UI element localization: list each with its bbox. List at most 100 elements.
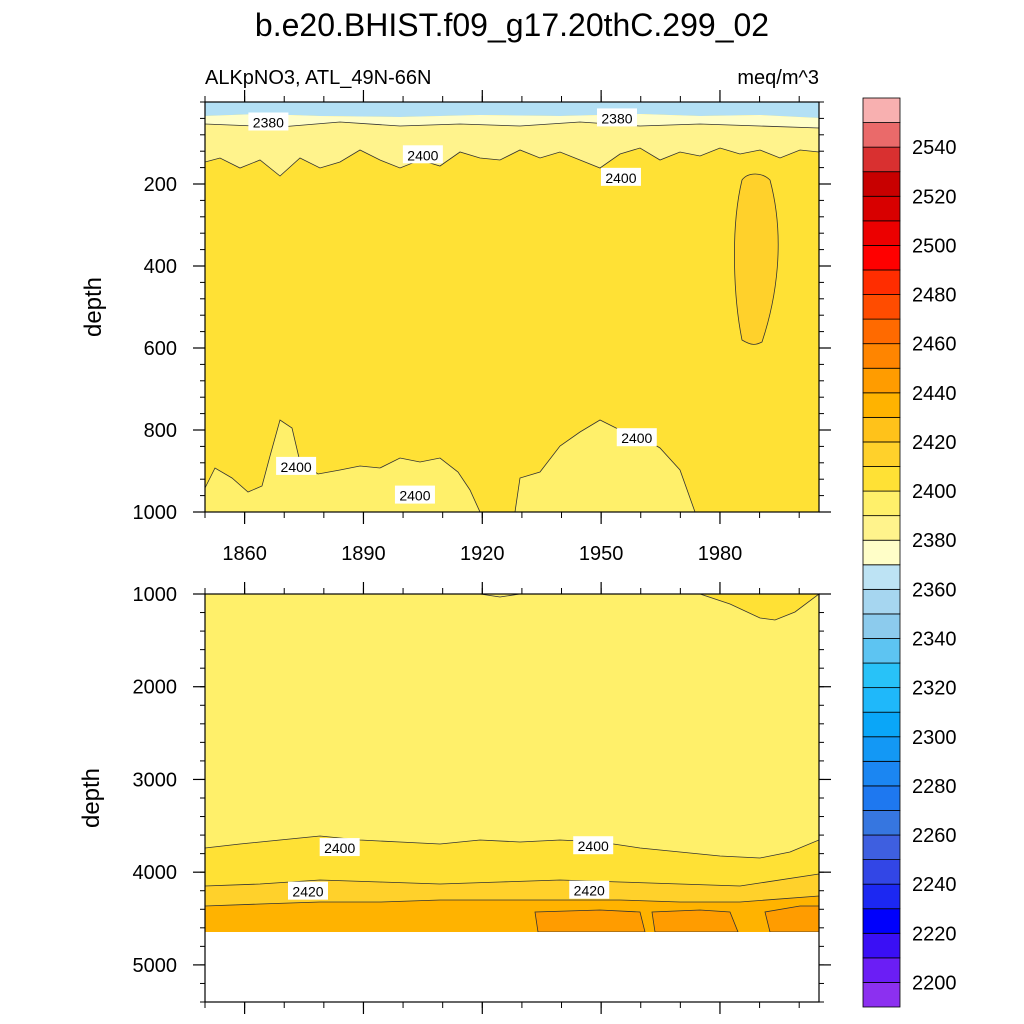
colorbar-tick-label: 2200 bbox=[912, 972, 957, 994]
colorbar-bin bbox=[862, 564, 901, 590]
colorbar-tick-label: 2280 bbox=[912, 776, 957, 798]
colorbar-bin bbox=[862, 343, 901, 369]
lower-patch-2430-b bbox=[651, 909, 739, 933]
upper-lens-2400 bbox=[734, 173, 779, 345]
upper-contour-label: 2400 bbox=[600, 167, 641, 186]
lower-y-tick-label: 1000 bbox=[133, 584, 178, 606]
colorbar-tick-label: 2480 bbox=[912, 285, 957, 307]
colorbar-bin bbox=[862, 883, 901, 910]
colorbar-bin bbox=[862, 97, 901, 123]
colorbar-bin bbox=[862, 122, 901, 148]
upper-contour-label-bg bbox=[248, 112, 289, 131]
colorbar-bin bbox=[862, 294, 901, 320]
figure-title: b.e20.BHIST.f09_g17.20thC.299_02 bbox=[255, 7, 769, 43]
colorbar-bin bbox=[862, 662, 901, 689]
upper-y-axis: 200 400 600 800 1000 bbox=[133, 101, 831, 524]
colorbar-bin bbox=[862, 982, 901, 1008]
upper-contour-label-bg bbox=[616, 428, 657, 447]
colorbar-bin bbox=[862, 146, 901, 173]
colorbar-tick-label: 2440 bbox=[912, 383, 957, 405]
upper-y-tick-label: 200 bbox=[144, 174, 177, 196]
colorbar-tick-label: 2220 bbox=[912, 923, 957, 945]
upper-y-tick-label: 400 bbox=[144, 256, 177, 278]
colorbar-bin bbox=[862, 588, 901, 615]
upper-contour-label-bg bbox=[402, 145, 443, 164]
colorbar-tick-label: 2240 bbox=[912, 874, 957, 896]
lower-y-axis: 1000 2000 3000 4000 5000 bbox=[133, 584, 831, 1003]
upper-y-tick-label: 1000 bbox=[133, 502, 178, 524]
upper-x-tick-label: 1980 bbox=[698, 543, 743, 565]
lower-contour-label-bg bbox=[287, 881, 328, 900]
colorbar-bin bbox=[862, 760, 901, 787]
upper-y-tick-label: 800 bbox=[144, 420, 177, 442]
upper-contour-2380-line bbox=[205, 121, 819, 129]
upper-contour-label-bg bbox=[394, 485, 435, 504]
upper-band-2380 bbox=[205, 122, 819, 176]
colorbar-bin bbox=[862, 392, 901, 418]
lower-fill bbox=[205, 594, 819, 1002]
upper-contour-label-bg bbox=[276, 456, 317, 475]
upper-panel: 200 400 600 800 1000 1860 1890 1920 1950 1980 de… bbox=[80, 90, 831, 565]
lower-contour-label-bg bbox=[319, 838, 360, 857]
colorbar-bin bbox=[862, 908, 901, 934]
lower-contour-label-text: 2400 bbox=[578, 838, 609, 854]
colorbar-bin bbox=[862, 932, 901, 959]
lower-y-tick-label: 5000 bbox=[133, 955, 178, 977]
upper-contour-label-bg bbox=[596, 108, 637, 127]
lower-y-tick-label: 2000 bbox=[133, 677, 178, 699]
colorbar-bin bbox=[862, 318, 901, 345]
upper-x-tick-label: 1950 bbox=[579, 543, 624, 565]
upper-x-tick-label: 1920 bbox=[460, 543, 505, 565]
colorbar-bin bbox=[862, 195, 901, 222]
units-label: meq/m^3 bbox=[737, 67, 819, 89]
colorbar-bin bbox=[862, 220, 901, 246]
colorbar-tick-label: 2420 bbox=[912, 432, 957, 454]
upper-contour-2400-line bbox=[205, 147, 819, 177]
colorbar-bin bbox=[862, 441, 901, 467]
colorbar-bin bbox=[862, 613, 901, 639]
colorbar-tick-label: 2500 bbox=[912, 235, 957, 257]
lower-contour-label-text: 2420 bbox=[292, 884, 323, 900]
colorbar-bin bbox=[862, 269, 901, 295]
upper-contour-label-text: 2400 bbox=[621, 430, 652, 446]
lower-contour-label: 2400 bbox=[573, 836, 614, 855]
upper-contour-labels: 2380 2380 2400 2400 2400 2400 2400 bbox=[248, 108, 657, 504]
upper-y-tick-label: 600 bbox=[144, 338, 177, 360]
colorbar-bin bbox=[862, 810, 901, 836]
upper-base-fill bbox=[205, 102, 819, 512]
colorbar-tick-label: 2320 bbox=[912, 678, 957, 700]
colorbar-tick-label: 2380 bbox=[912, 530, 957, 552]
lower-contour-label: 2420 bbox=[287, 881, 328, 900]
colorbar-tick-label: 2400 bbox=[912, 481, 957, 503]
colorbar-bin bbox=[862, 711, 901, 738]
upper-ylabel: depth bbox=[80, 277, 107, 337]
upper-contour-label: 2400 bbox=[276, 456, 317, 475]
lower-contour-label: 2420 bbox=[569, 880, 610, 899]
upper-fill bbox=[205, 102, 819, 512]
colorbar-bin bbox=[862, 687, 901, 713]
lower-contour-label: 2400 bbox=[319, 838, 360, 857]
colorbar-bin bbox=[862, 416, 901, 443]
lower-contour-label-bg bbox=[573, 836, 614, 855]
upper-contour-label-bg bbox=[600, 167, 641, 186]
upper-contour-label-text: 2380 bbox=[601, 110, 632, 126]
upper-contour-label: 2400 bbox=[402, 145, 443, 164]
lower-patch-2430-a bbox=[534, 909, 646, 933]
upper-contour-label-text: 2400 bbox=[281, 459, 312, 475]
upper-contour-label-text: 2400 bbox=[407, 147, 438, 163]
lower-contour-label-text: 2400 bbox=[324, 840, 355, 856]
lower-x-axis bbox=[204, 582, 800, 1014]
lower-y-tick-label: 4000 bbox=[133, 862, 178, 884]
upper-surface-layer bbox=[205, 102, 819, 118]
colorbar-bin bbox=[862, 539, 901, 566]
lower-top-patch bbox=[699, 594, 819, 621]
lower-contour-label-text: 2420 bbox=[574, 883, 605, 899]
colorbar-bin bbox=[862, 785, 901, 811]
colorbar-bin bbox=[862, 834, 901, 860]
colorbar-tick-label: 2340 bbox=[912, 628, 957, 650]
lower-ylabel: depth bbox=[78, 768, 105, 828]
colorbar-bin bbox=[862, 957, 901, 983]
colorbar-bin bbox=[862, 171, 901, 197]
